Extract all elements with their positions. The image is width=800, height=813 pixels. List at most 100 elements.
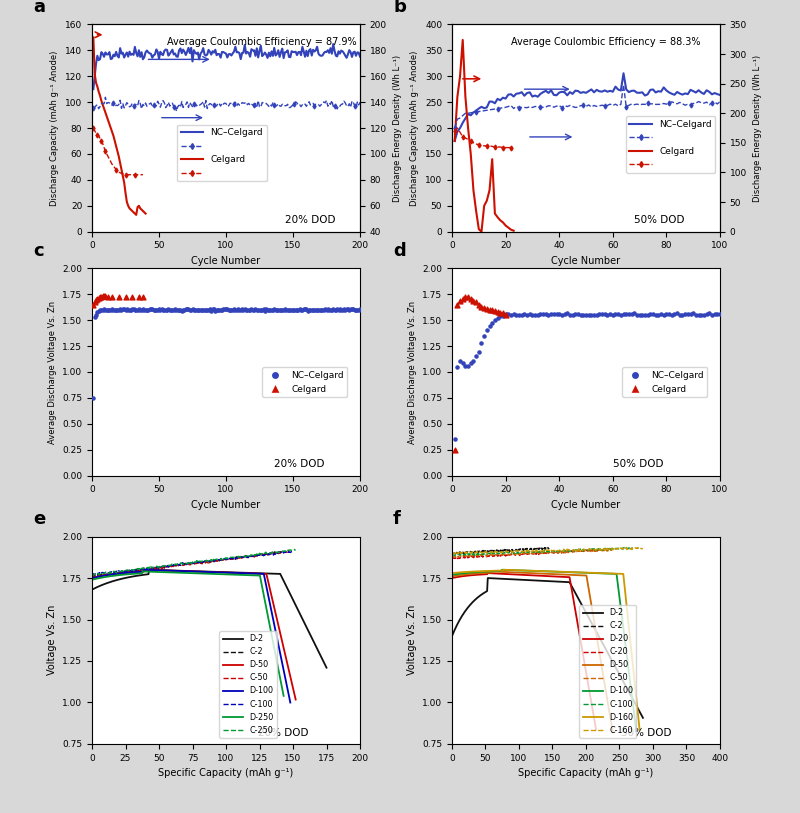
- Point: [499, 308, 512, 321]
- Text: b: b: [393, 0, 406, 16]
- Point: [90, 308, 102, 321]
- Point: [266, 303, 279, 316]
- Point: [308, 303, 321, 316]
- Point: [351, 303, 364, 316]
- Point: [553, 307, 566, 320]
- Legend: D-2, C-2, D-20, C-20, D-50, C-50, D-100, C-100, D-160, C-160: D-2, C-2, D-20, C-20, D-50, C-50, D-100,…: [579, 605, 636, 737]
- Point: [298, 302, 311, 315]
- Point: [451, 361, 464, 374]
- Point: [596, 308, 609, 321]
- Point: [224, 303, 237, 316]
- Point: [270, 303, 283, 316]
- Point: [221, 303, 234, 316]
- Point: [569, 307, 582, 320]
- Point: [513, 308, 526, 321]
- Point: [111, 303, 124, 316]
- Point: [486, 316, 498, 329]
- Point: [703, 307, 716, 320]
- Point: [248, 303, 261, 316]
- Text: c: c: [33, 242, 44, 260]
- Point: [103, 303, 116, 316]
- Point: [286, 303, 298, 316]
- Point: [112, 291, 125, 304]
- Point: [497, 307, 510, 320]
- Point: [183, 303, 196, 316]
- Point: [141, 303, 154, 316]
- Point: [182, 302, 195, 315]
- Point: [642, 308, 654, 321]
- Point: [633, 308, 646, 321]
- X-axis label: Specific Capacity (mAh g⁻¹): Specific Capacity (mAh g⁻¹): [158, 768, 294, 778]
- Point: [250, 303, 263, 316]
- Point: [636, 308, 649, 321]
- Point: [226, 304, 239, 317]
- Point: [125, 304, 138, 317]
- Point: [142, 303, 154, 316]
- Point: [130, 303, 142, 316]
- Point: [698, 308, 710, 321]
- Point: [310, 303, 323, 316]
- Point: [344, 303, 357, 316]
- Point: [590, 308, 603, 321]
- Point: [322, 303, 335, 316]
- Point: [234, 303, 247, 316]
- Legend: NC–Celgard, Celgard: NC–Celgard, Celgard: [622, 367, 707, 398]
- Point: [454, 355, 466, 368]
- Point: [483, 320, 496, 333]
- Point: [692, 308, 705, 321]
- Point: [129, 303, 142, 316]
- Point: [348, 304, 361, 317]
- Y-axis label: Discharge Energy Density (Wh L⁻¹): Discharge Energy Density (Wh L⁻¹): [393, 54, 402, 202]
- Point: [678, 308, 691, 321]
- Point: [137, 303, 150, 316]
- Point: [628, 307, 641, 320]
- Point: [335, 303, 348, 316]
- Point: [193, 303, 206, 316]
- X-axis label: Cycle Number: Cycle Number: [191, 256, 261, 266]
- Point: [153, 302, 166, 315]
- Text: d: d: [393, 242, 406, 260]
- Text: f: f: [393, 511, 401, 528]
- Point: [676, 308, 689, 321]
- Point: [174, 303, 187, 316]
- Point: [198, 303, 211, 316]
- Legend: D-2, C-2, D-50, C-50, D-100, C-100, D-250, C-250: D-2, C-2, D-50, C-50, D-100, C-100, D-25…: [219, 631, 277, 737]
- Point: [185, 304, 198, 317]
- Point: [606, 308, 619, 321]
- Point: [258, 304, 271, 317]
- Point: [126, 302, 138, 315]
- Point: [206, 302, 219, 315]
- Point: [276, 304, 289, 317]
- Text: 20% DOD: 20% DOD: [285, 215, 335, 225]
- Point: [550, 308, 563, 321]
- Point: [700, 308, 713, 321]
- Point: [625, 308, 638, 321]
- Point: [486, 303, 498, 316]
- Point: [203, 302, 216, 315]
- Point: [119, 291, 132, 304]
- X-axis label: Specific Capacity (mAh g⁻¹): Specific Capacity (mAh g⁻¹): [518, 768, 654, 778]
- Point: [531, 308, 544, 321]
- Point: [523, 307, 536, 320]
- Point: [294, 303, 307, 316]
- Point: [561, 307, 574, 320]
- Point: [448, 433, 461, 446]
- Point: [240, 303, 253, 316]
- Point: [483, 303, 496, 316]
- Point: [112, 303, 125, 316]
- Y-axis label: Discharge Energy Density (Wh L⁻¹): Discharge Energy Density (Wh L⁻¹): [753, 54, 762, 202]
- Point: [448, 443, 461, 456]
- Point: [96, 289, 109, 302]
- Point: [494, 307, 506, 320]
- Point: [274, 303, 286, 316]
- Point: [298, 302, 310, 315]
- Point: [579, 308, 592, 321]
- Point: [205, 304, 218, 317]
- Point: [475, 337, 488, 350]
- Text: 50% DOD: 50% DOD: [621, 728, 671, 737]
- Point: [714, 307, 726, 320]
- Point: [151, 303, 164, 316]
- Point: [95, 291, 108, 304]
- Y-axis label: Discharge Capacity (mAh g⁻¹ Anode): Discharge Capacity (mAh g⁻¹ Anode): [50, 50, 59, 206]
- Point: [526, 308, 538, 321]
